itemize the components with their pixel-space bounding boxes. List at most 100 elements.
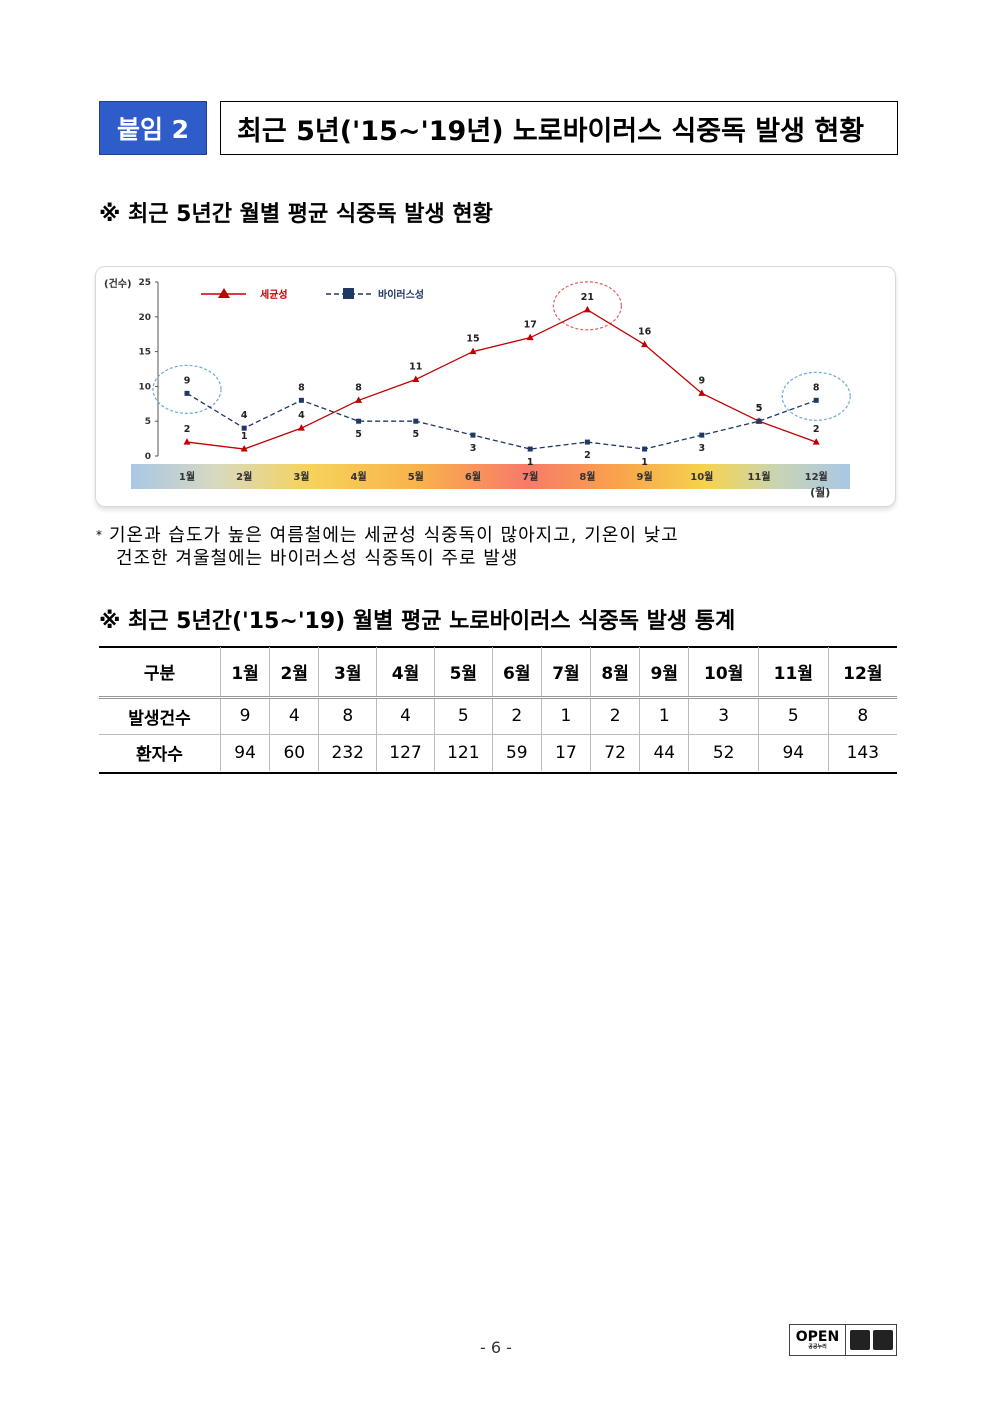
table-cell: 2: [590, 697, 640, 735]
header-category: 구분: [99, 647, 221, 699]
data-point-bacterial: [297, 424, 305, 431]
data-label: 3: [470, 443, 477, 454]
y-tick-label: 15: [138, 348, 151, 358]
table-cell: 5: [758, 697, 829, 735]
y-tick-label: 5: [145, 417, 151, 427]
table-cell: 17: [540, 734, 591, 771]
y-tick-label: 25: [138, 278, 151, 288]
data-point-viral: [527, 446, 533, 452]
data-point-bacterial: [583, 305, 591, 313]
header-month: 7월: [540, 647, 591, 699]
data-point-viral: [298, 397, 304, 403]
data-label: 4: [298, 410, 305, 421]
chart-panel: 0 5 10 15 20 25 (건수) 1월 2월 3월 4월 5월 6월 7월 8월 9월 10월 11월 12…: [95, 266, 896, 507]
table-cell: 8: [318, 697, 377, 735]
data-label: 8: [813, 382, 820, 393]
header-month: 1월: [219, 647, 270, 699]
x-tick-label: 1월: [179, 471, 195, 483]
season-band: [131, 464, 850, 489]
data-point-viral: [184, 390, 190, 396]
data-point-viral: [642, 446, 648, 452]
highlight-circle: [152, 364, 222, 414]
open-logo-text: OPEN 공공누리: [790, 1325, 846, 1355]
table-cell: 72: [590, 734, 640, 771]
data-label: 2: [184, 424, 191, 435]
data-point-bacterial: [355, 396, 363, 403]
table-cell: 3: [688, 697, 759, 735]
data-label: 1: [527, 457, 534, 468]
legend-marker-bacterial: [218, 288, 230, 298]
header-month: 4월: [376, 647, 435, 699]
data-label: 8: [355, 382, 362, 393]
y-tick-label: 10: [138, 382, 151, 392]
table-cell: 4: [376, 697, 435, 735]
data-point-viral: [413, 418, 419, 424]
data-label: 16: [638, 327, 652, 338]
header-month: 6월: [491, 647, 542, 699]
chart-note: * 기온과 습도가 높은 여름철에는 세균성 식중독이 많아지고, 기온이 낮고 …: [96, 524, 896, 570]
data-point-bacterial: [812, 438, 820, 445]
data-label: 5: [412, 429, 419, 440]
table-cell: 1: [639, 697, 689, 735]
table-cell: 2: [491, 697, 542, 735]
table-cell: 143: [827, 734, 897, 771]
x-tick-label: 4월: [351, 471, 367, 483]
y-tick-label: 20: [138, 313, 151, 323]
x-tick-label: 5월: [408, 471, 424, 483]
table-cell: 8: [827, 697, 897, 735]
series-line-0: [186, 309, 817, 450]
section-title-table: ※ 최근 5년간('15~'19) 월별 평균 노로바이러스 식중독 발생 통계: [99, 609, 736, 634]
data-label: 2: [813, 424, 820, 435]
data-label: 21: [581, 292, 594, 303]
data-label: 15: [466, 334, 479, 345]
page-number: - 6 -: [480, 1338, 512, 1357]
table-cell: 121: [433, 734, 493, 771]
data-label: 9: [184, 375, 191, 386]
table-bottom-rule: [99, 772, 897, 774]
data-point-bacterial: [412, 375, 420, 382]
table-cell: 127: [376, 734, 435, 771]
legend-label-viral: 바이러스성: [378, 288, 424, 301]
data-point-viral: [470, 432, 476, 438]
y-tick-label: 0: [145, 452, 151, 462]
x-axis-label: (월): [810, 485, 830, 499]
statistics-table: 구분 1월 2월 3월 4월 5월 6월 7월 8월 9월 10월 11월 12월 발생건수 9 4 8 4 5 2…: [99, 647, 897, 771]
data-point-bacterial: [183, 438, 191, 445]
legend-marker-viral: [343, 288, 354, 299]
data-point-viral: [756, 418, 762, 424]
header-month: 8월: [590, 647, 640, 699]
data-point-viral: [584, 439, 590, 445]
header-month: 10월: [688, 647, 759, 699]
series-line-1: [186, 392, 817, 450]
x-tick-label: 2월: [236, 471, 252, 483]
table-cell: 1: [540, 697, 591, 735]
data-label: 2: [584, 450, 591, 461]
table-cell: 5: [433, 697, 493, 735]
data-label: 4: [241, 410, 248, 421]
table-cell: 44: [639, 734, 689, 771]
data-label: 17: [524, 320, 537, 331]
highlight-circle: [781, 371, 851, 421]
x-tick-label: 11월: [747, 471, 770, 483]
open-logo-word: OPEN: [795, 1329, 840, 1345]
data-point-bacterial: [641, 340, 649, 348]
data-point-viral: [356, 418, 362, 424]
table-body: 발생건수 9 4 8 4 5 2 1 2 1 3 5 8 환자수 94 60 232 127 121 59 17 72 44…: [99, 697, 897, 771]
data-point-bacterial: [469, 347, 477, 355]
license-icons: [846, 1325, 896, 1355]
x-tick-label: 8월: [579, 471, 595, 483]
table-cell: 4: [269, 697, 319, 735]
x-tick-label: 10월: [690, 471, 713, 483]
x-tick-label: 6월: [465, 471, 481, 483]
data-label: 5: [355, 429, 362, 440]
row-label: 발생건수: [99, 697, 221, 735]
note-star: *: [96, 528, 103, 542]
table-row: 환자수 94 60 232 127 121 59 17 72 44 52 94 143: [99, 734, 897, 771]
table-cell: 59: [491, 734, 542, 771]
data-label: 11: [409, 361, 422, 372]
data-label: 9: [698, 375, 705, 386]
x-tick-label: 12월: [805, 471, 828, 483]
header-month: 3월: [318, 647, 377, 699]
noncommercial-icon: [872, 1330, 893, 1350]
section-title-chart: ※ 최근 5년간 월별 평균 식중독 발생 현황: [99, 202, 493, 227]
